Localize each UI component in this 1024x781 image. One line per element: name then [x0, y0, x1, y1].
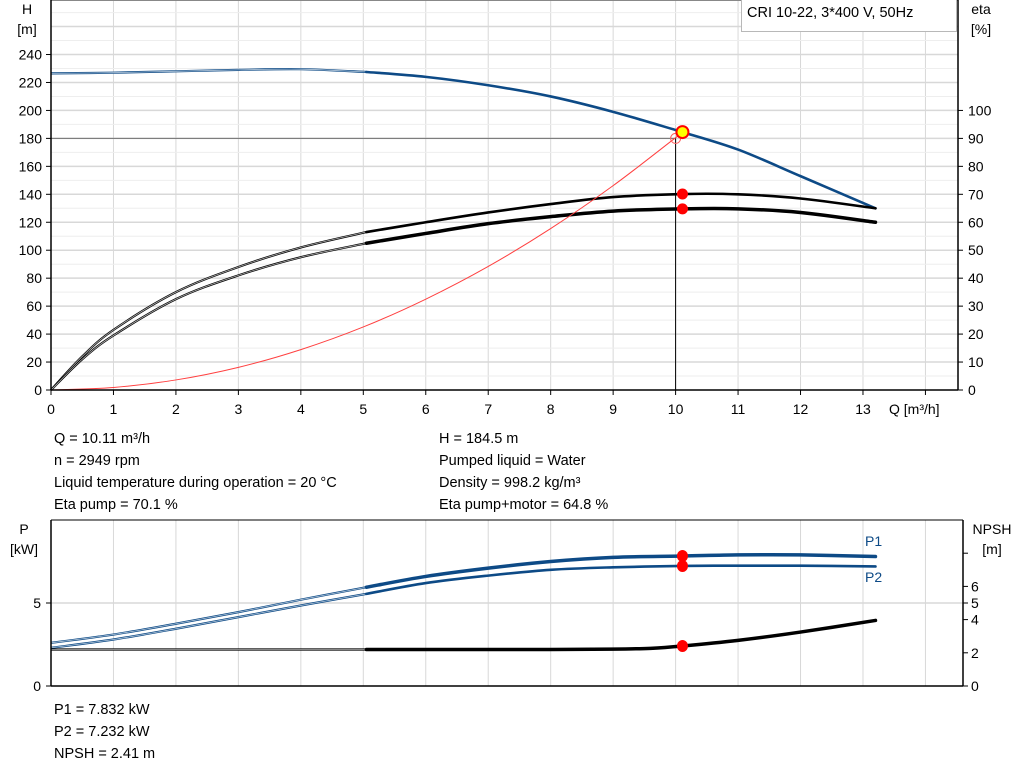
p2-line	[365, 564, 877, 596]
y-axis-title-left-unit: [kW]	[10, 541, 38, 557]
series-0-thin-line-inner	[50, 68, 367, 74]
p1-thin-line	[50, 586, 367, 644]
y-tick-label-right: 40	[968, 270, 984, 286]
y-tick-label-right: 100	[968, 102, 992, 118]
y-tick-label-left: 220	[19, 74, 43, 90]
y-tick-label-left: 0	[33, 678, 41, 694]
power-marker	[676, 549, 688, 562]
x-tick-label: 7	[484, 401, 492, 417]
x-tick-label: 2	[172, 401, 180, 417]
series-2-line	[364, 206, 878, 245]
y-tick-label-left: 100	[19, 242, 43, 258]
y-tick-label-right: 90	[968, 130, 984, 146]
series-1-line	[365, 192, 877, 234]
y-tick-label-left: 200	[19, 102, 43, 118]
power-marker	[676, 559, 688, 572]
y-tick-label-right: 60	[968, 214, 984, 230]
info-p2: P2 = 7.232 kW	[54, 724, 150, 740]
y-tick-label-left: 180	[19, 130, 43, 146]
series-label-p1: P1	[865, 533, 882, 549]
power-marker	[676, 639, 688, 652]
x-tick-label: 13	[855, 401, 871, 417]
y-tick-label-right: 80	[968, 158, 984, 174]
x-tick-label: 3	[234, 401, 242, 417]
chart-title-box: CRI 10-22, 3*400 V, 50Hz	[741, 0, 957, 32]
info-left: Q = 10.11 m³/h n = 2949 rpm Liquid tempe…	[54, 428, 337, 516]
series-label-p2: P2	[865, 569, 882, 585]
series-1-thin-line	[50, 230, 367, 391]
y-tick-label-left: 140	[19, 186, 43, 202]
info-density: Density = 998.2 kg/m³	[439, 475, 581, 491]
info-power: P1 = 7.832 kW P2 = 7.232 kW NPSH = 2.41 …	[54, 699, 155, 765]
y-tick-label-right: 10	[968, 354, 984, 370]
series-1-thin-line-inner	[50, 231, 367, 391]
x-tick-label: 11	[731, 401, 746, 417]
y-axis-title-left: H	[22, 1, 32, 17]
y-tick-label-right: 50	[968, 242, 984, 258]
y-tick-label-left: 5	[33, 595, 41, 611]
x-tick-label: 10	[668, 401, 684, 417]
x-tick-label: 6	[422, 401, 430, 417]
y-axis-title-right-unit: [%]	[971, 21, 991, 37]
info-liquid: Pumped liquid = Water	[439, 453, 586, 469]
y-tick-label-left: 40	[26, 326, 42, 342]
operating-point-marker	[675, 125, 690, 140]
system-curve-line	[50, 131, 684, 391]
x-tick-label: 4	[297, 401, 305, 417]
info-head: H = 184.5 m	[439, 431, 519, 447]
info-temperature: Liquid temperature during operation = 20…	[54, 475, 337, 491]
x-axis-title: Q [m³/h]	[889, 401, 940, 417]
x-tick-label: 5	[359, 401, 367, 417]
p1-line	[364, 552, 878, 589]
efficiency-marker	[676, 203, 688, 215]
info-right: H = 184.5 m Pumped liquid = Water Densit…	[439, 428, 608, 516]
y-axis-title-left-unit: [m]	[17, 21, 36, 37]
y-tick-label-left: 80	[26, 270, 42, 286]
y-tick-label-right: 6	[971, 578, 979, 594]
info-eta-pump: Eta pump = 70.1 %	[54, 497, 178, 513]
x-tick-label: 12	[793, 401, 809, 417]
info-eta-total: Eta pump+motor = 64.8 %	[439, 497, 609, 513]
chart-title: CRI 10-22, 3*400 V, 50Hz	[747, 5, 914, 21]
y-tick-label-right: 4	[971, 612, 979, 628]
info-p1: P1 = 7.832 kW	[54, 702, 150, 718]
y-axis-title-right: NPSH	[973, 521, 1012, 537]
y-tick-label-right: 0	[968, 382, 976, 398]
y-axis-title-left: P	[19, 521, 28, 537]
info-speed: n = 2949 rpm	[54, 453, 140, 469]
y-tick-label-left: 120	[19, 214, 43, 230]
series-2-line	[364, 618, 878, 652]
info-npsh: NPSH = 2.41 m	[54, 746, 156, 762]
y-tick-label-right: 2	[971, 645, 979, 661]
x-tick-label: 8	[547, 401, 555, 417]
y-tick-label-left: 20	[26, 354, 42, 370]
y-tick-label-right: 30	[968, 298, 984, 314]
x-tick-label: 0	[47, 401, 55, 417]
series-0-line	[365, 70, 877, 210]
series-2-thin-line-inner	[50, 242, 367, 391]
y-tick-label-left: 240	[19, 47, 43, 63]
info-flow: Q = 10.11 m³/h	[54, 431, 151, 447]
series-2-thin-line	[50, 242, 367, 391]
y-tick-label-left: 0	[34, 382, 42, 398]
y-tick-label-right: 5	[971, 595, 979, 611]
x-tick-label: 1	[110, 401, 118, 417]
y-tick-label-left: 60	[26, 298, 42, 314]
p1-thin-line-inner	[50, 586, 367, 644]
y-axis-title-right-unit: [m]	[982, 541, 1001, 557]
y-tick-label-right: 70	[968, 186, 984, 202]
y-tick-label-right: 20	[968, 326, 984, 342]
y-tick-label-left: 160	[19, 158, 43, 174]
p2-thin-line-inner	[50, 593, 367, 649]
y-tick-label-right: 0	[971, 678, 979, 694]
y-axis-title-right: eta	[971, 1, 991, 17]
x-tick-label: 9	[609, 401, 617, 417]
efficiency-marker	[676, 188, 688, 200]
